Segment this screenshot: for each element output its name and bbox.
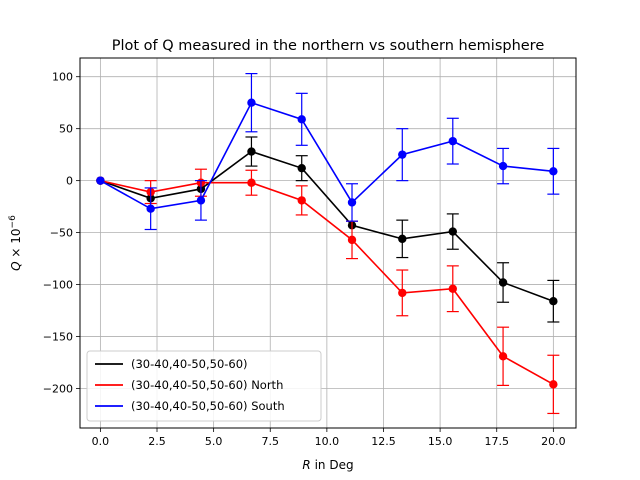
series-line [99, 101, 554, 210]
y-tick-label: 50 [59, 123, 73, 136]
data-point [398, 234, 407, 244]
x-tick-label: 12.5 [371, 435, 396, 448]
y-axis-label: Q × 10−6 [8, 215, 23, 271]
legend-label: (30-40,40-50,50-60) [131, 357, 248, 371]
data-point [196, 196, 206, 205]
data-point [297, 163, 306, 173]
data-point [347, 198, 357, 207]
data-point [398, 150, 407, 159]
series-line [100, 150, 554, 302]
data-point [549, 167, 558, 176]
data-point [498, 352, 508, 361]
data-point [549, 297, 558, 306]
legend: (30-40,40-50,50-60) (30-40,40-50,50-60) N… [86, 350, 322, 422]
series-2 [96, 72, 560, 231]
chart-title: Plot of Q measured in the northern vs so… [112, 38, 545, 54]
series-layer [96, 72, 560, 415]
legend-box [86, 350, 322, 422]
legend-item: (30-40,40-50,50-60) [95, 357, 248, 371]
y-tick-label: −50 [50, 227, 73, 240]
data-point [498, 278, 508, 287]
x-tick-label: 0.0 [92, 435, 110, 448]
legend-label: (30-40,40-50,50-60) South [131, 399, 285, 413]
y-axis-exponent: −6 [8, 215, 18, 229]
axis-ticks: 0.0 2.5 5.0 7.5 10.0 12.5 15.0 17.5 20.0 100 50 0 −5… [43, 71, 566, 448]
x-tick-label: 7.5 [261, 435, 279, 448]
x-tick-label: 15.0 [428, 435, 453, 448]
y-axis-multiplier: × 10 [9, 228, 23, 261]
x-tick-label: 5.0 [205, 435, 223, 448]
x-axis-variable: R [302, 458, 310, 472]
data-point [146, 204, 155, 213]
data-point [247, 178, 256, 187]
x-tick-label: 10.0 [315, 435, 340, 448]
data-point [247, 147, 256, 156]
data-point [498, 161, 508, 171]
x-axis-unit: in Deg [311, 458, 354, 472]
series-line [100, 179, 554, 386]
data-point [448, 136, 457, 146]
y-tick-label: −200 [43, 383, 73, 396]
plot-area-frame [79, 57, 577, 429]
y-tick-label: −100 [43, 279, 73, 292]
y-tick-label: 0 [66, 175, 73, 188]
data-point [448, 227, 457, 236]
data-point [297, 196, 306, 205]
x-tick-label: 17.5 [484, 435, 509, 448]
legend-label: (30-40,40-50,50-60) North [131, 378, 283, 392]
legend-item: (30-40,40-50,50-60) South [95, 399, 285, 413]
data-point [448, 284, 457, 293]
data-point [297, 115, 306, 124]
data-point [549, 380, 558, 389]
y-tick-label: −150 [43, 331, 73, 344]
data-point [398, 288, 407, 298]
data-point [247, 98, 256, 107]
y-tick-label: 100 [52, 71, 73, 84]
grid [80, 58, 576, 428]
legend-item: (30-40,40-50,50-60) North [95, 378, 283, 392]
y-axis-variable: Q [9, 261, 23, 270]
data-point [347, 235, 357, 245]
x-tick-label: 2.5 [148, 435, 166, 448]
x-axis-label: R in Deg [302, 458, 353, 472]
data-point [96, 176, 105, 185]
x-tick-label: 20.0 [541, 435, 566, 448]
